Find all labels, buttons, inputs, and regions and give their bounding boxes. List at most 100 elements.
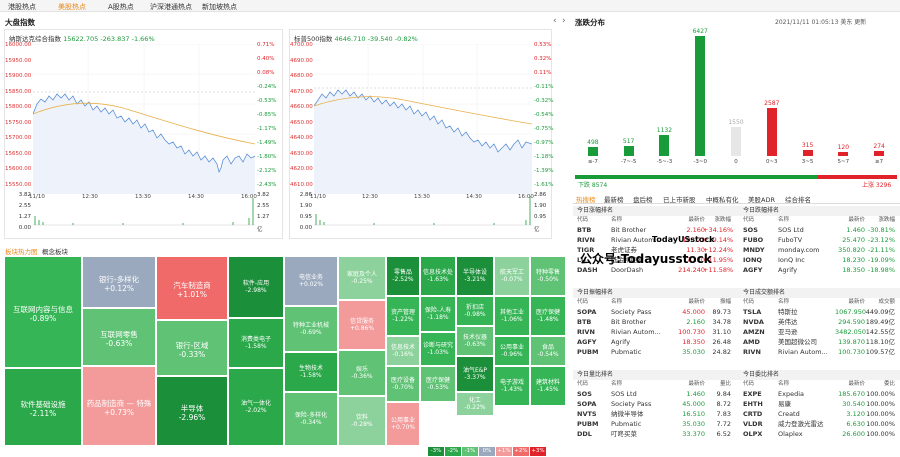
y-axis-label: 4660.00 xyxy=(290,104,313,110)
pct-axis-label: -0.32% xyxy=(534,98,554,104)
table-row[interactable]: SOPA Society Pass 45.000 8.72 EHTH 易康 30.540 10… xyxy=(573,399,900,409)
dist-bar[interactable] xyxy=(587,146,598,156)
dist-bar[interactable] xyxy=(731,127,741,156)
table-row[interactable]: BTB Bit Brother 2.160 34.78 NVDA 英伟达 294.590 18… xyxy=(573,317,900,327)
heatmap-cell[interactable]: 饮料 -0.28% xyxy=(338,396,386,446)
heatmap-cell[interactable]: 软件基础设施 -2.11% xyxy=(4,368,82,446)
heatmap-cell[interactable]: 互联网零售 -0.63% xyxy=(82,308,156,366)
tab-connect[interactable]: 沪深港通热点 xyxy=(150,3,192,11)
legend-swatch: +3% xyxy=(530,447,546,456)
heatmap-cell[interactable]: 医疗保健 -0.53% xyxy=(420,366,456,402)
heatmap-cell[interactable]: 特种工业机械 -0.69% xyxy=(284,306,338,352)
tab-after[interactable]: 盘后榜 xyxy=(633,196,653,204)
table-row[interactable]: DDL 叮咚买菜 33.370 6.52 OLPX Olaplex 26.600 100.00… xyxy=(573,429,900,439)
dist-bar[interactable] xyxy=(695,36,706,156)
table-row[interactable]: TIGR 老虎证券 11.30 +12.24% MNDY monday.com 350.82… xyxy=(573,245,900,255)
heatmap-cell[interactable]: 医疗保健 -1.48% xyxy=(530,296,566,336)
tab-us[interactable]: 美股热点 xyxy=(58,3,86,11)
heatmap-cell[interactable]: 生物技术 -1.58% xyxy=(284,352,338,392)
dist-bar[interactable] xyxy=(659,134,670,156)
dist-bar[interactable] xyxy=(838,152,849,156)
heatmap-tab[interactable]: 板块热力图 xyxy=(5,248,38,256)
heatmap-cell[interactable]: 信息技术处 -1.63% xyxy=(420,256,456,296)
tab-a[interactable]: A股热点 xyxy=(108,3,134,11)
tab-adr[interactable]: 美股ADR xyxy=(748,196,775,204)
heatmap-cell[interactable]: 药品制造商 — 特殊 +0.73% xyxy=(82,366,156,446)
heatmap-cell[interactable]: 保险-多样化 -0.34% xyxy=(284,392,338,446)
heatmap-cell[interactable]: 家庭及个人 -0.25% xyxy=(338,256,386,300)
tab-private[interactable]: 中概私有化 xyxy=(706,196,739,204)
col-header: 振幅 xyxy=(719,299,731,305)
heatmap-cell[interactable]: 信贷服务 +0.86% xyxy=(338,300,386,350)
table-row[interactable]: BTB Bit Brother 2.160 +34.16% SOS SOS Ltd 1.46… xyxy=(573,225,900,235)
table-cell: BTB xyxy=(577,226,592,234)
table-cell: SOS Ltd xyxy=(611,390,637,398)
heatmap-cell[interactable]: 电信业务 +0.02% xyxy=(284,256,338,306)
heatmap-cell[interactable]: 折扣店 -0.98% xyxy=(456,296,494,326)
heatmap-cell[interactable]: 零售品 -2.52% xyxy=(386,256,420,296)
pct-axis-label: 0.71% xyxy=(257,42,275,48)
heatmap-cell[interactable]: 银行-区域 -0.33% xyxy=(156,320,228,376)
sector-change: +0.12% xyxy=(103,284,135,293)
heatmap-cell[interactable]: 半导体 -2.96% xyxy=(156,376,228,446)
tab-hot[interactable]: 热搜榜 xyxy=(576,196,596,204)
prev-arrow[interactable]: ‹ xyxy=(553,16,557,26)
heatmap-cell[interactable]: 消费类电子 -1.58% xyxy=(228,318,284,368)
sector-name: 互联网内容与信息 xyxy=(13,305,73,314)
heatmap-cell[interactable]: 其他工业 -1.06% xyxy=(494,296,530,336)
table-row[interactable]: RIVN Rivian Autom... 100.730 31.10 AMZN 亚马逊 34… xyxy=(573,327,900,337)
table-row[interactable]: AGFY Agrify 18.350 26.48 AMD 美国超微公司 139.870 118… xyxy=(573,337,900,347)
dist-bar[interactable] xyxy=(874,150,885,156)
dist-bar[interactable] xyxy=(623,146,634,156)
dist-bar[interactable] xyxy=(766,107,777,156)
heatmap-cell[interactable]: 互联网内容与信息 -0.89% xyxy=(4,256,82,368)
heatmap-cell[interactable]: 娱乐 -0.36% xyxy=(338,350,386,396)
heatmap-cell[interactable]: 银行-多样化 +0.12% xyxy=(82,256,156,308)
tab-ipo[interactable]: 已上市新股 xyxy=(663,196,696,204)
concept-tab[interactable]: 概念板块 xyxy=(42,248,68,256)
table-row[interactable]: RIVN Rivian Autom... 100.73 +29.14% FUBO Fubo… xyxy=(573,235,900,245)
heatmap-cell[interactable]: 技术仪器 -0.63% xyxy=(456,326,494,356)
pct-axis-label: -0.85% xyxy=(257,112,277,118)
sector-name: 保险-多样化 xyxy=(294,412,328,419)
heatmap-cell[interactable]: 保险-人寿 -1.18% xyxy=(420,296,456,332)
dist-label: -3~0 xyxy=(693,159,708,165)
next-arrow[interactable]: › xyxy=(562,16,566,26)
table-row[interactable]: LU 陆金所控股 7.120 +11.95% IONQ IonQ Inc 18.230 -19… xyxy=(573,255,900,265)
table-row[interactable]: SOS SOS Ltd 1.460 9.84 EXPE Expedia 185.670 100… xyxy=(573,389,900,399)
heatmap-cell[interactable]: 汽车制造商 +1.01% xyxy=(156,256,228,320)
table-row[interactable]: SOPA Society Pass 45.000 89.73 TSLA 特斯拉 1067.9… xyxy=(573,307,900,317)
tab-hk[interactable]: 港股热点 xyxy=(8,3,36,11)
heatmap-cell[interactable]: 油气一体化 -2.02% xyxy=(228,368,284,446)
heatmap-cell[interactable]: 建筑材料 -1.45% xyxy=(530,366,566,406)
heatmap-cell[interactable]: 食品 -0.54% xyxy=(530,336,566,366)
heatmap-cell[interactable]: 半导体设 -3.21% xyxy=(456,256,494,296)
table-row[interactable]: PUBM Pubmatic 35.030 7.72 VLDR 威力登激光雷达 6.630 10… xyxy=(573,419,900,429)
heatmap-cell[interactable]: 电子游戏 -1.43% xyxy=(494,366,530,406)
table-row[interactable]: NVTS 纳微半导体 16.510 7.83 CRTD Creatd 3.120 100.00… xyxy=(573,409,900,419)
table-cell: 350.820 xyxy=(838,246,865,254)
heatmap-cell[interactable]: 医疗设备 -0.70% xyxy=(386,366,420,402)
heatmap-cell[interactable]: 软件-应用 -2.98% xyxy=(228,256,284,318)
heatmap-cell[interactable]: 特种零售 -0.50% xyxy=(530,256,566,296)
table-row[interactable]: PUBM Pubmatic 35.030 24.82 RIVN Rivian Autom.… xyxy=(573,347,900,357)
heatmap-cell[interactable]: 信息技术 -0.16% xyxy=(386,336,420,366)
tab-new[interactable]: 最新榜 xyxy=(604,196,624,204)
heatmap-cell[interactable]: 公用事业 -0.96% xyxy=(494,336,530,366)
sector-change: -0.98% xyxy=(464,311,486,318)
table-row[interactable]: DASH DoorDash 214.240 +11.58% AGFY Agrify 18.3… xyxy=(573,265,900,275)
heatmap-cell[interactable]: 化工 -0.22% xyxy=(456,392,494,416)
x-tick: 13:30 xyxy=(414,194,430,200)
heatmap-cell[interactable]: 油气E&P -3.37% xyxy=(456,356,494,392)
heatmap-cell[interactable]: 诊断与研究 -1.03% xyxy=(420,332,456,366)
heatmap-cell[interactable]: 航天军工 -0.07% xyxy=(494,256,530,296)
sp500-chart[interactable]: 标普500指数 4646.710 -39.540 -0.82% 4700.00 4… xyxy=(289,29,554,239)
tab-sg[interactable]: 新加坡热点 xyxy=(202,3,237,11)
nasdaq-chart[interactable]: 纳斯达克综合指数 15622.705 -263.837 -1.66% 16000… xyxy=(4,29,283,239)
table-cell: 3.120 xyxy=(846,410,865,418)
table-cell: 6.52 xyxy=(716,430,731,438)
dist-bar[interactable] xyxy=(802,150,813,156)
heatmap-cell[interactable]: 资产管理 -1.22% xyxy=(386,296,420,336)
heatmap-cell[interactable]: 公用事业 +0.70% xyxy=(386,402,420,446)
tab-overall[interactable]: 综合排名 xyxy=(785,196,811,204)
